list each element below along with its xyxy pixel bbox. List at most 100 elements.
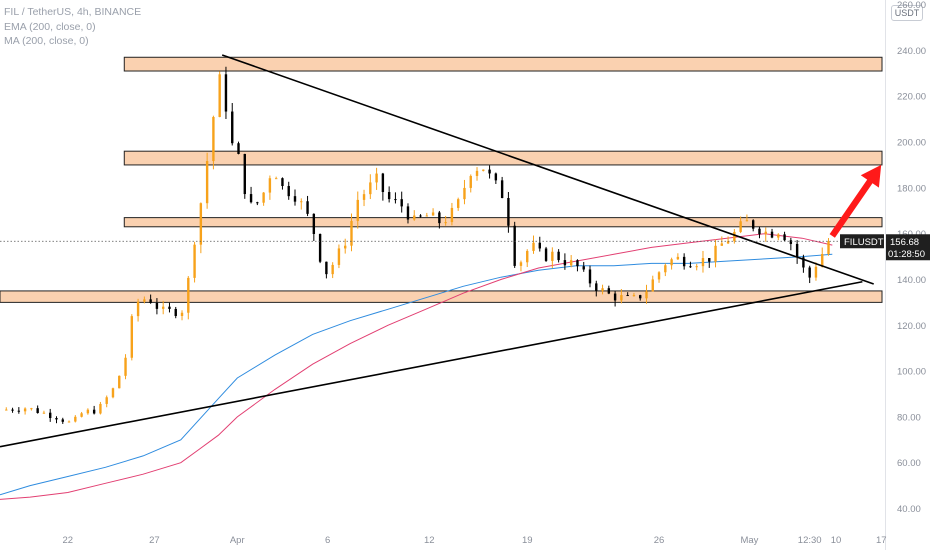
candle-body xyxy=(808,267,811,278)
candle-body xyxy=(118,375,121,389)
candle-body xyxy=(670,259,673,266)
y-tick-label: 140.00 xyxy=(897,275,926,286)
x-tick-label: 10 xyxy=(831,535,842,546)
candle-body xyxy=(325,261,328,275)
candle-body xyxy=(268,178,272,193)
candle-body xyxy=(243,153,246,195)
candle-body xyxy=(86,409,90,414)
x-tick-label: 6 xyxy=(325,535,330,546)
candle-body xyxy=(632,295,636,297)
candle-body xyxy=(664,265,667,273)
x-tick-label: 22 xyxy=(62,535,73,546)
candle-body xyxy=(11,409,14,411)
candle-body xyxy=(168,306,171,309)
candle-body xyxy=(519,262,523,266)
candle-body xyxy=(30,408,33,410)
ema-indicator-label[interactable]: EMA (200, close, 0) xyxy=(4,21,96,33)
candle-body xyxy=(733,231,736,242)
candle-body xyxy=(469,175,472,188)
trendline xyxy=(221,54,874,285)
candle-body xyxy=(394,199,397,201)
candle-body xyxy=(205,161,209,204)
candle-body xyxy=(136,301,140,317)
candle-body xyxy=(751,220,755,229)
candle-body xyxy=(199,203,203,245)
x-tick-label: Apr xyxy=(230,535,245,546)
candle-body xyxy=(174,308,177,316)
candle-body xyxy=(400,199,403,207)
candle-body xyxy=(431,212,435,216)
candle-body xyxy=(369,182,372,195)
candle-body xyxy=(350,220,353,246)
candle-body xyxy=(193,244,196,278)
candle-body xyxy=(67,421,71,423)
candle-body xyxy=(161,306,165,309)
zone-box xyxy=(123,56,883,72)
candle-body xyxy=(149,299,152,303)
candle-body xyxy=(626,295,629,297)
candle-body xyxy=(375,173,378,183)
candle-body xyxy=(124,357,127,376)
candle-body xyxy=(80,413,83,417)
candle-body xyxy=(331,264,334,275)
price-unit-badge[interactable]: USDT xyxy=(891,5,923,21)
candle-body xyxy=(758,228,761,235)
candle-body xyxy=(488,169,491,174)
y-tick-label: 100.00 xyxy=(897,367,926,378)
candle-body xyxy=(613,293,617,301)
candle-body xyxy=(827,241,830,255)
candle-body xyxy=(569,260,573,266)
time-axis[interactable]: 22 27 Apr 6 12 19 26 May 12:30 10 17 xyxy=(62,535,886,546)
candle-body xyxy=(212,116,215,162)
support-resistance-zones xyxy=(0,56,883,303)
candle-body xyxy=(105,397,108,404)
candle-body xyxy=(532,242,535,251)
candle-body xyxy=(475,170,479,176)
candle-body xyxy=(595,283,598,291)
y-tick-label: 80.00 xyxy=(897,412,921,423)
candle-body xyxy=(601,288,604,291)
candle-body xyxy=(739,221,742,232)
ema-line xyxy=(0,253,833,496)
candle-body xyxy=(387,192,391,200)
candle-body xyxy=(413,215,416,220)
candle-body xyxy=(23,408,27,412)
ma-indicator-label[interactable]: MA (200, close, 0) xyxy=(4,35,89,47)
candles xyxy=(5,66,830,424)
candle-body xyxy=(563,260,567,266)
x-tick-label: 19 xyxy=(522,535,533,546)
candle-body xyxy=(764,231,767,235)
candle-body xyxy=(588,269,592,284)
candle-body xyxy=(438,212,441,224)
candle-body xyxy=(381,173,385,193)
candle-body xyxy=(582,266,585,270)
candle-body xyxy=(463,187,466,200)
ma-line xyxy=(0,233,833,500)
candle-body xyxy=(42,412,46,414)
candle-body xyxy=(551,251,554,261)
candle-body xyxy=(745,220,749,222)
x-tick-label: 27 xyxy=(149,535,160,546)
candle-body xyxy=(362,194,366,200)
candle-body xyxy=(61,419,64,422)
y-tick-label: 120.00 xyxy=(897,321,926,332)
zone-box xyxy=(123,217,883,228)
candle-body xyxy=(494,173,498,181)
candle-body xyxy=(36,408,39,413)
candle-body xyxy=(293,196,297,202)
trendlines xyxy=(0,54,885,448)
candle-body xyxy=(607,288,611,294)
price-axis[interactable]: 240.00220.00200.00180.00160.00140.00120.… xyxy=(897,46,926,515)
candle-body xyxy=(425,215,429,217)
candle-body xyxy=(337,248,341,265)
price-tag-countdown: 01:28:50 xyxy=(888,249,925,260)
candle-body xyxy=(130,316,134,358)
candle-body xyxy=(783,234,786,241)
candle-body xyxy=(544,248,548,261)
candle-body xyxy=(450,207,454,223)
candle-body xyxy=(187,277,190,313)
chart-symbol-header[interactable]: FIL / TetherUS, 4h, BINANCE xyxy=(4,6,142,18)
candle-body xyxy=(300,201,303,203)
candle-body xyxy=(262,192,265,203)
